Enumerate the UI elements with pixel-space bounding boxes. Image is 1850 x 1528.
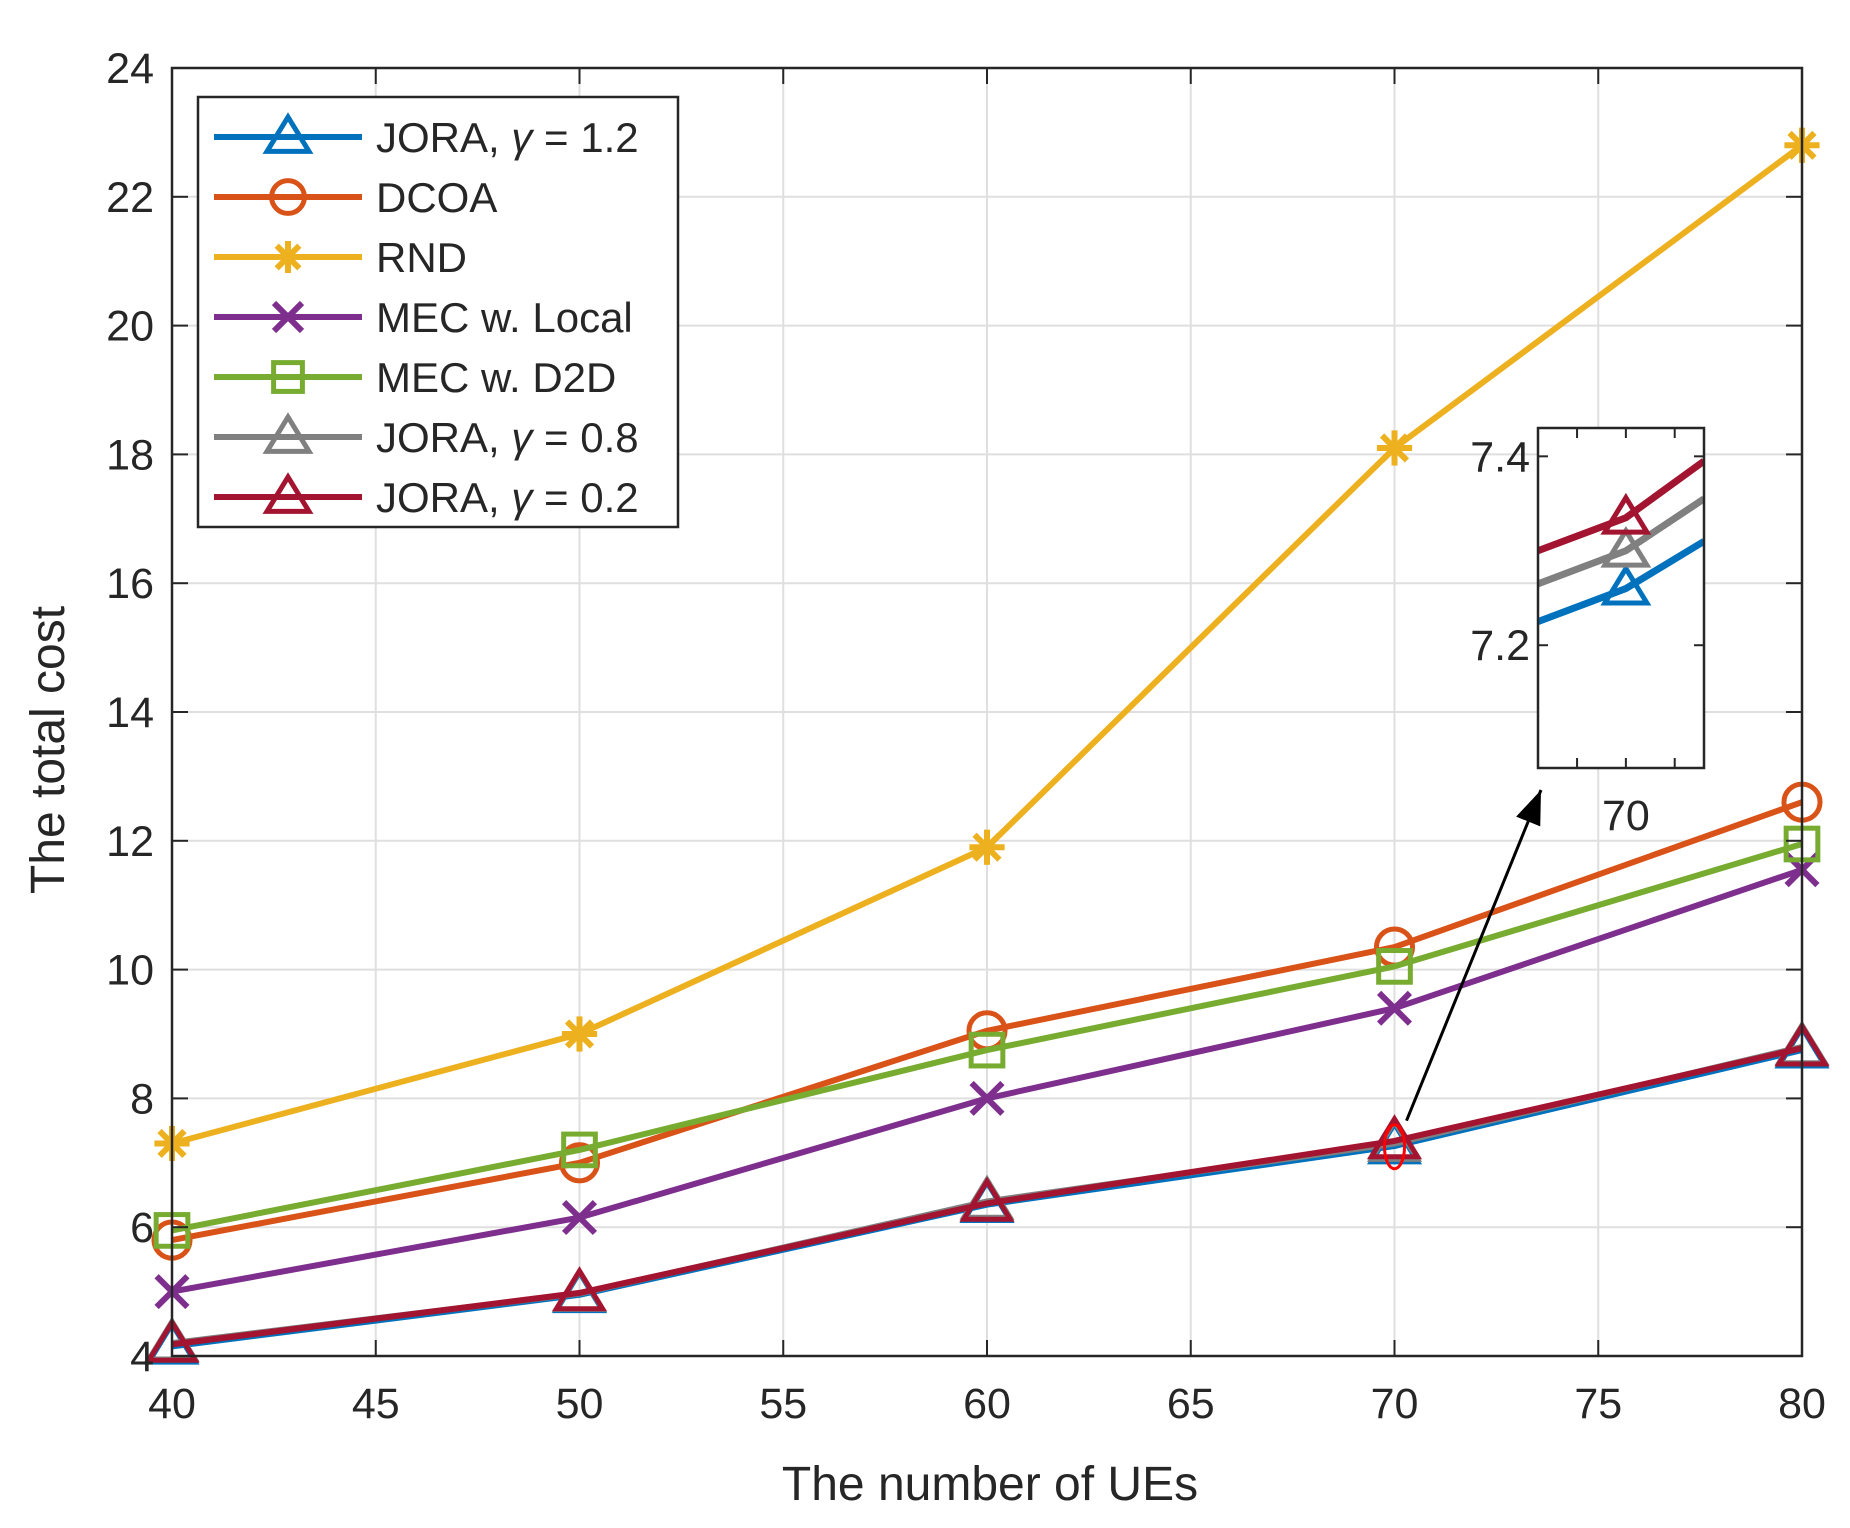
legend-marker: [262, 412, 314, 454]
legend-label-prefix: JORA,: [376, 414, 511, 461]
x-tick-label: 75: [1574, 1380, 1622, 1428]
legend: JORA, γ = 1.2 DCOA RND MEC w. Local MEC w. D…: [196, 95, 680, 529]
series-4: [153, 825, 1821, 1249]
y-tick-label: 14: [106, 689, 154, 737]
x-tick-label: 40: [148, 1380, 196, 1428]
x-tick-label: 70: [1371, 1380, 1419, 1428]
legend-marker: [271, 300, 305, 334]
zoom-annotation: [1383, 789, 1543, 1171]
inset-series-line: [1538, 458, 1704, 555]
inset-data-point: [1600, 563, 1652, 606]
legend-item: RND: [214, 234, 467, 281]
legend-label-prefix: MEC w. D2D: [376, 354, 616, 401]
legend-label-prefix: JORA,: [376, 114, 511, 161]
data-point: [1376, 430, 1413, 466]
y-tick-label: 12: [106, 818, 154, 866]
y-tick-label: 18: [106, 431, 154, 479]
legend-item: MEC w. D2D: [214, 354, 616, 401]
series-line: [171, 799, 1804, 1244]
zoom-arrow-head: [1516, 790, 1541, 827]
legend-item: MEC w. Local: [214, 294, 633, 341]
y-tick-label: 6: [130, 1204, 154, 1252]
data-point: [561, 1200, 598, 1236]
legend-item: JORA, γ = 1.2: [214, 112, 639, 161]
series-lines: [144, 127, 1830, 1365]
legend-label-prefix: JORA,: [376, 474, 511, 521]
inset-series-line: [1538, 495, 1704, 588]
inset-x-tick-label: 70: [1602, 792, 1650, 840]
y-tick-label: 22: [106, 174, 154, 222]
x-tick-label: 55: [759, 1380, 807, 1428]
legend-item: JORA, γ = 0.2: [214, 472, 639, 521]
y-tick-label: 8: [130, 1075, 154, 1123]
data-point: [969, 829, 1005, 865]
x-tick-label: 45: [352, 1380, 400, 1428]
y-tick-label: 4: [130, 1333, 154, 1381]
data-point: [1366, 1114, 1423, 1160]
legend-label: JORA, γ = 0.8: [376, 414, 639, 461]
axis-ticks: 40 45 50 55 60 65 70 75 80 4 6 8 10 12 14 16 18 20 22 24: [106, 45, 1826, 1428]
inset-series: [1538, 458, 1704, 625]
y-axis-title: The total cost: [22, 606, 75, 894]
legend-marker: [262, 112, 314, 154]
series-6: [144, 1021, 1830, 1363]
inset-zoom-axes: 70 7.2 7.4: [1470, 426, 1706, 840]
x-tick-label: 60: [963, 1380, 1011, 1428]
inset-series-line: [1538, 538, 1704, 625]
legend-marker: [271, 360, 305, 394]
series-line: [171, 1045, 1803, 1348]
inset-data-point: [1600, 525, 1652, 568]
data-point: [1376, 990, 1413, 1026]
y-tick-label: 10: [106, 947, 154, 995]
data-point: [551, 1266, 608, 1312]
legend-label-prefix: MEC w. Local: [376, 294, 633, 341]
legend-label-symbol: γ: [511, 114, 534, 161]
zoom-region-ellipse: [1383, 1123, 1406, 1171]
data-point: [959, 1176, 1015, 1222]
legend-label: JORA, γ = 0.2: [376, 474, 639, 521]
legend-marker: [262, 472, 314, 514]
legend-label-prefix: DCOA: [376, 174, 497, 221]
data-point: [561, 1016, 598, 1052]
data-point: [561, 1131, 598, 1169]
legend-label: JORA, γ = 1.2: [376, 114, 639, 161]
legend-box: [196, 95, 680, 529]
data-point: [144, 1317, 200, 1363]
legend-marker: [272, 241, 304, 273]
inset-frame: [1536, 426, 1706, 770]
inset-data-point: [1600, 492, 1652, 535]
legend-label: MEC w. D2D: [376, 354, 616, 401]
series-line: [171, 841, 1803, 1234]
data-point: [1376, 948, 1413, 985]
x-tick-label: 50: [556, 1380, 604, 1428]
x-tick-label: 80: [1778, 1380, 1826, 1428]
legend-label-symbol: γ: [511, 414, 534, 461]
y-tick-label: 16: [106, 560, 154, 608]
legend-label: RND: [376, 234, 467, 281]
legend-label: DCOA: [376, 174, 497, 221]
data-point: [968, 1031, 1006, 1069]
legend-marker: [269, 178, 307, 216]
legend-label-symbol: γ: [511, 474, 534, 521]
legend-label-suffix: = 0.2: [532, 474, 638, 521]
x-axis-title: The number of UEs: [782, 1458, 1198, 1511]
series-2: [154, 127, 1820, 1162]
legend-label-suffix: = 0.8: [532, 414, 638, 461]
zoom-arrow-line: [1405, 789, 1543, 1122]
x-tick-label: 65: [1167, 1380, 1215, 1428]
y-tick-label: 24: [106, 45, 154, 93]
legend-item: DCOA: [214, 174, 497, 221]
data-point: [969, 1080, 1005, 1116]
legend-label: MEC w. Local: [376, 294, 633, 341]
legend-label-prefix: RND: [376, 234, 467, 281]
inset-y-tick-label: 7.2: [1470, 622, 1530, 670]
y-tick-label: 20: [106, 303, 154, 351]
legend-label-suffix: = 1.2: [532, 114, 638, 161]
legend-item: JORA, γ = 0.8: [214, 412, 639, 461]
inset-y-tick-label: 7.4: [1470, 433, 1530, 481]
